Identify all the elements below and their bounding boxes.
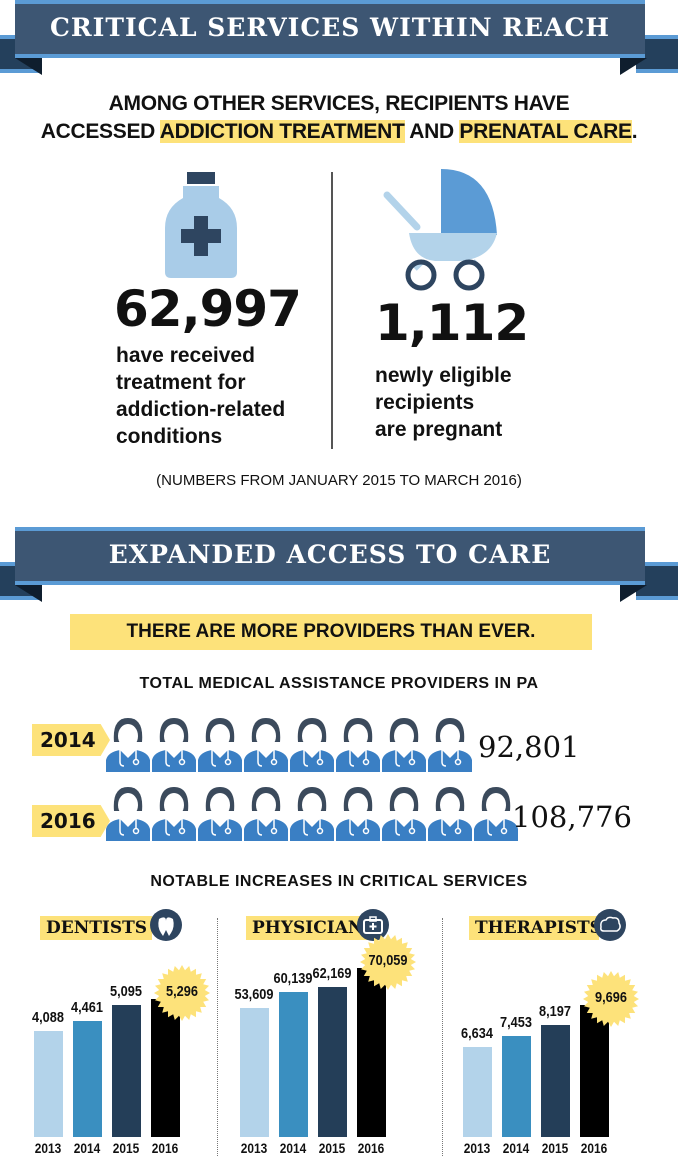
year-tag-2014: 2014: [32, 724, 110, 756]
section-title: CRITICAL SERVICES WITHIN REACH: [15, 0, 645, 58]
doctor-icon: [290, 783, 334, 845]
highlight-addiction: ADDICTION TREATMENT: [159, 120, 405, 143]
stats-divider: [331, 172, 333, 449]
x-tick-label: 2014: [73, 1140, 101, 1156]
chart-title-therapists: THERAPISTS: [469, 916, 602, 940]
bar-therapists-2014: [502, 1035, 531, 1137]
x-tick-label: 2013: [240, 1140, 268, 1156]
bar-value-label: 6,634: [461, 1024, 493, 1042]
providers-2016-value: 108,776: [512, 800, 632, 834]
increases-title: NOTABLE INCREASES IN CRITICAL SERVICES: [150, 873, 528, 890]
doctor-icon: [152, 714, 196, 776]
bar-value-label: 5,296: [166, 983, 198, 1001]
bar-physicians-2015: [318, 987, 347, 1137]
bar-therapists-2013: [463, 1046, 492, 1137]
bar-value-label: 70,059: [368, 952, 408, 970]
provider-icons-2016: [106, 783, 520, 845]
bar-value-label: 60,139: [273, 970, 313, 988]
pregnant-stat-value: 1,112: [375, 294, 529, 352]
section-title: EXPANDED ACCESS TO CARE: [15, 527, 645, 585]
x-tick-label: 2015: [112, 1140, 140, 1156]
bar-value-label: 62,169: [312, 965, 352, 983]
date-range-note: (NUMBERS FROM JANUARY 2015 TO MARCH 2016…: [156, 472, 522, 489]
section-banner-expanded-access: EXPANDED ACCESS TO CARE: [0, 527, 678, 603]
bar-dentists-2016: [151, 999, 180, 1137]
highlight-burst-icon: [154, 965, 210, 1022]
x-tick-label: 2013: [463, 1140, 491, 1156]
addiction-stat-value: 62,997: [114, 280, 302, 338]
stroller-icon: [383, 169, 497, 291]
bar-value-label: 4,088: [32, 1008, 64, 1026]
chart-divider: [217, 918, 218, 1156]
bar-value-label: 7,453: [500, 1013, 532, 1031]
x-tick-label: 2016: [151, 1140, 179, 1156]
bar-value-label: 4,461: [71, 999, 103, 1017]
providers-title: TOTAL MEDICAL ASSISTANCE PROVIDERS IN PA: [139, 675, 539, 692]
pregnant-stat-desc: newly eligible recipients are pregnant: [375, 364, 512, 441]
chart-title-physicians: PHYSICIANS: [246, 916, 378, 940]
doctor-icon: [428, 714, 472, 776]
addiction-stat-desc: have received treatment for addiction-rela…: [116, 344, 286, 448]
tooth-icon: [150, 909, 182, 941]
bar-therapists-2016: [580, 1005, 609, 1137]
doctor-icon: [106, 714, 150, 776]
doctor-icon: [428, 783, 472, 845]
year-tag-2016: 2016: [32, 805, 110, 837]
doctor-icon: [244, 783, 288, 845]
x-tick-label: 2013: [34, 1140, 62, 1156]
highlight-burst-icon: [360, 934, 416, 991]
brain-icon: [594, 909, 626, 941]
bar-value-label: 53,609: [234, 985, 274, 1003]
bar-value-label: 9,696: [595, 989, 627, 1007]
headline: AMONG OTHER SERVICES, RECIPIENTS HAVE AC…: [40, 92, 638, 143]
x-tick-label: 2014: [279, 1140, 307, 1156]
bar-dentists-2014: [73, 1021, 102, 1137]
bar-physicians-2013: [240, 1007, 269, 1137]
bar-dentists-2013: [34, 1030, 63, 1137]
doctor-icon: [244, 714, 288, 776]
highlight-prenatal: PRENATAL CARE: [459, 120, 632, 143]
x-tick-label: 2015: [541, 1140, 569, 1156]
doctor-icon: [382, 783, 426, 845]
doctor-icon: [106, 783, 150, 845]
doctor-icon: [336, 783, 380, 845]
doctor-icon: [152, 783, 196, 845]
bar-physicians-2016: [357, 968, 386, 1137]
doctor-icon: [382, 714, 426, 776]
bar-dentists-2015: [112, 1004, 141, 1137]
bar-value-label: 5,095: [110, 982, 142, 1000]
chart-title-dentists: DENTISTS: [40, 916, 152, 940]
doctor-icon: [336, 714, 380, 776]
x-tick-label: 2016: [580, 1140, 608, 1156]
bar-value-label: 8,197: [539, 1003, 571, 1021]
x-tick-label: 2016: [357, 1140, 385, 1156]
bar-therapists-2015: [541, 1025, 570, 1137]
doctor-icon: [290, 714, 334, 776]
providers-2014-value: 92,801: [478, 730, 580, 764]
bar-physicians-2014: [279, 992, 308, 1137]
doctor-icon: [198, 783, 242, 845]
callout: THERE ARE MORE PROVIDERS THAN EVER.: [70, 614, 592, 650]
doctor-icon: [474, 783, 518, 845]
section-banner-critical-services: CRITICAL SERVICES WITHIN REACH: [0, 0, 678, 76]
medicine-bottle-icon: [165, 172, 237, 278]
doctor-icon: [198, 714, 242, 776]
highlight-burst-icon: [583, 971, 639, 1028]
medical-kit-icon: [357, 909, 389, 941]
chart-divider: [442, 918, 443, 1156]
x-tick-label: 2014: [502, 1140, 530, 1156]
provider-icons-2014: [106, 714, 474, 776]
x-tick-label: 2015: [318, 1140, 346, 1156]
